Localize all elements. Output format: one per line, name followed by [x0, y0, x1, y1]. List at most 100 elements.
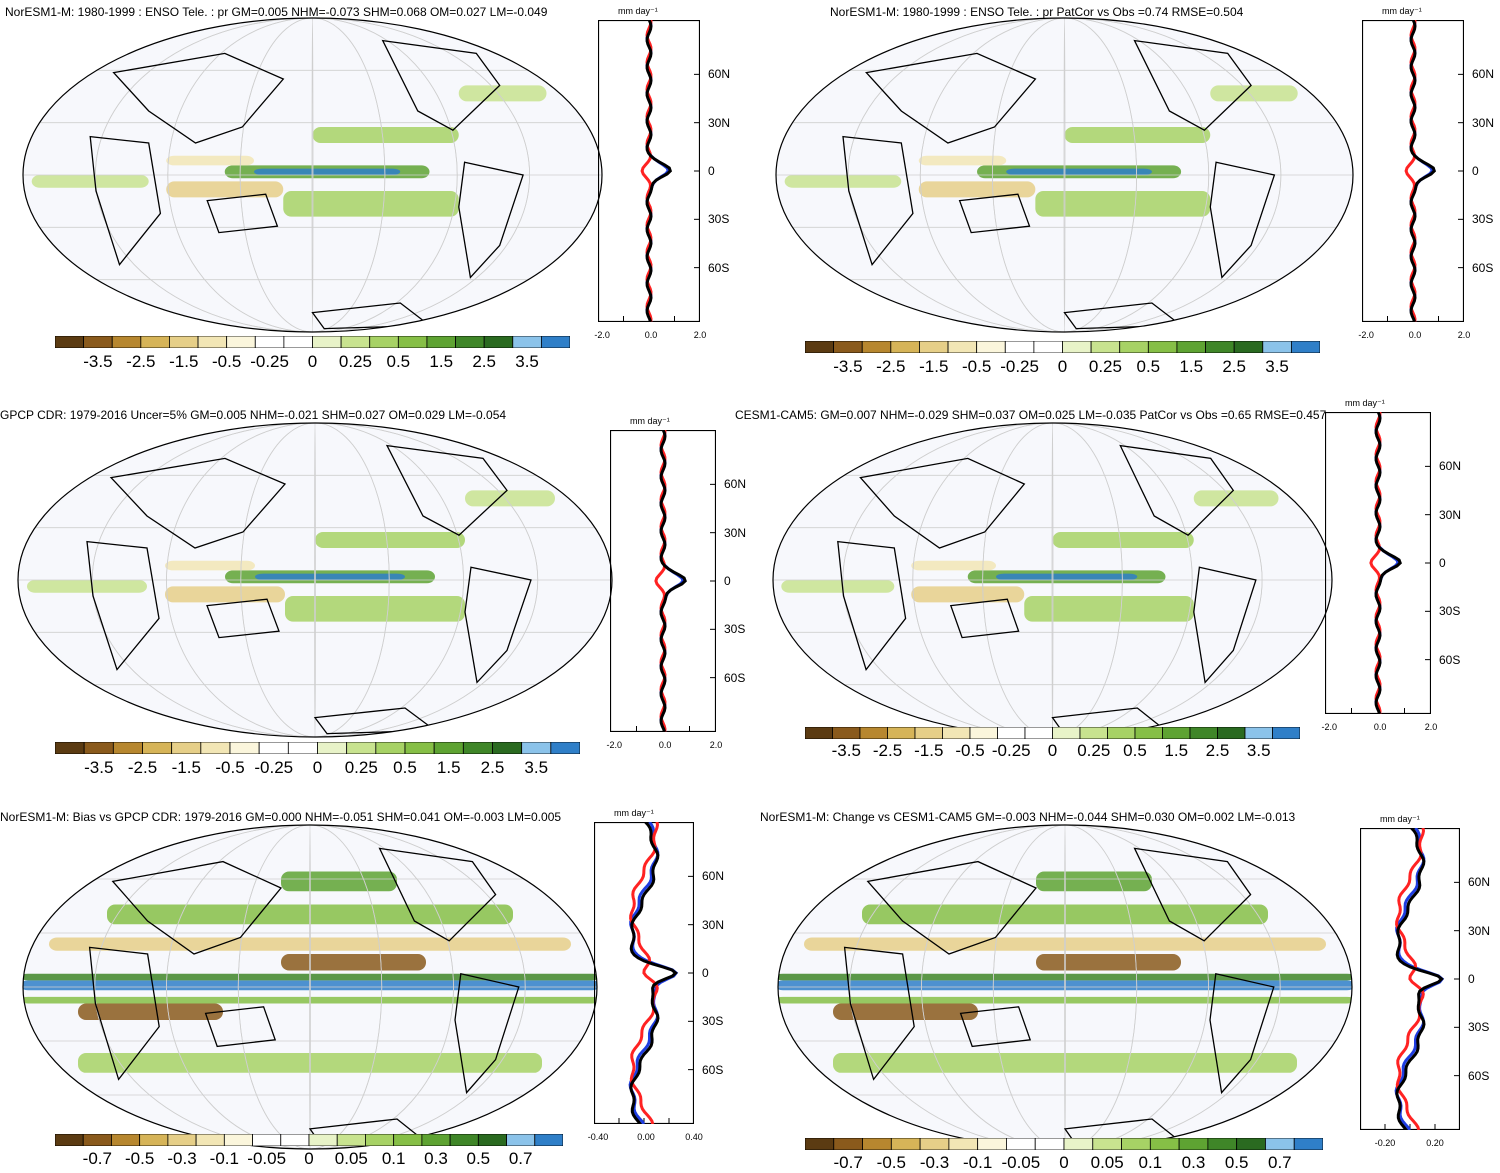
colorbar-label: -0.5 — [955, 741, 985, 760]
precip-band — [107, 904, 513, 925]
profile-line-black — [1374, 412, 1402, 714]
precip-band — [165, 560, 255, 571]
colorbar-swatch — [340, 336, 371, 348]
colorbar-swatch — [1149, 1138, 1180, 1150]
coastline — [204, 1006, 277, 1048]
colorbar-label: -0.1 — [209, 1149, 239, 1168]
colorbar-label: -0.05 — [247, 1149, 287, 1168]
precip-band — [918, 181, 1036, 198]
precip-band — [833, 1053, 1297, 1073]
colorbar-swatch — [859, 727, 888, 739]
colorbar-swatch — [805, 727, 833, 739]
coastline — [866, 860, 1038, 955]
panel-title: CESM1-CAM5: GM=0.007 NHM=-0.029 SHM=0.03… — [735, 408, 1327, 422]
meridian-line — [919, 18, 1210, 332]
panel-title: NorESM1-M: Bias vs GPCP CDR: 1979-2016 G… — [0, 810, 562, 824]
colorbar-label: 1.5 — [436, 758, 461, 777]
profile-unit: mm day⁻¹ — [1345, 398, 1385, 408]
precip-band — [458, 85, 547, 102]
colorbar-swatch — [833, 1138, 863, 1150]
coastline — [111, 860, 283, 955]
colorbar-swatch — [1244, 727, 1273, 739]
profile-line-black — [629, 822, 678, 1124]
coastline — [842, 135, 914, 266]
colorbar-label: 0.5 — [1123, 741, 1147, 760]
colorbar-swatch — [82, 1134, 112, 1146]
colorbar-swatch — [1217, 727, 1246, 739]
colorbar-swatch — [397, 336, 428, 348]
meridian-line — [849, 825, 1281, 1149]
colorbar-label: 3.5 — [524, 758, 549, 777]
coastline — [206, 193, 279, 234]
precip-band — [1024, 596, 1194, 622]
colorbar-swatch — [404, 742, 435, 754]
colorbar-label: 0.3 — [1181, 1153, 1206, 1172]
colorbar-label: 0.1 — [1138, 1153, 1163, 1172]
precip-band — [27, 580, 147, 593]
meridian-line — [166, 825, 454, 1149]
latitude-label: 0 — [1439, 556, 1446, 570]
colorbar-label: 0.3 — [424, 1149, 448, 1168]
precip-band — [254, 168, 401, 175]
colorbar-swatch — [1236, 1138, 1266, 1150]
colorbar-swatch — [1062, 341, 1092, 353]
profile-line-red — [629, 822, 660, 1124]
colorbar-swatch — [997, 727, 1026, 739]
colorbar-swatch — [919, 1138, 950, 1150]
colorbar-swatch — [1079, 727, 1108, 739]
colorbar-label: -2.5 — [126, 352, 156, 371]
zonal-mean-profile — [1325, 412, 1431, 714]
colorbar-swatch — [283, 336, 313, 348]
latitude-label: 0 — [708, 164, 715, 178]
colorbar-swatch — [1006, 1138, 1036, 1150]
colorbar-swatch — [890, 341, 920, 353]
colorbar-swatch — [832, 727, 861, 739]
colorbar-swatch — [1176, 341, 1206, 353]
colorbar-label: -0.5 — [962, 357, 992, 376]
colorbar-swatch — [142, 742, 173, 754]
colorbar-swatch — [226, 336, 256, 348]
colorbar-swatch — [521, 742, 552, 754]
coastline — [958, 193, 1031, 234]
latitude-label: 60S — [708, 260, 730, 275]
profile-line-black — [1409, 20, 1437, 322]
coastline — [458, 161, 524, 279]
latitude-label: 60S — [1472, 260, 1494, 275]
profile-x-label: 0.0 — [1408, 330, 1422, 340]
latitude-label: 60N — [1439, 459, 1462, 474]
colorbar-swatch — [862, 1138, 892, 1150]
colorbar-label: 3.5 — [1246, 741, 1271, 760]
colorbar-swatch — [140, 336, 170, 348]
colorbar-swatch — [1162, 727, 1191, 739]
colorbar-label: 0.5 — [393, 758, 417, 777]
colorbar-labels: -3.5 -2.5 -1.5 -0.5 -0.25 0 0.25 0.5 1.5 2.5 3.5 — [805, 741, 1300, 761]
world-map — [777, 824, 1353, 1150]
latitude-label: 30N — [724, 525, 747, 540]
profile-x-label: 0.40 — [685, 1132, 703, 1142]
panel-title: GPCP CDR: 1979-2016 Uncer=5% GM=0.005 NH… — [0, 408, 507, 422]
colorbar-label: -0.3 — [167, 1149, 197, 1168]
colorbar-label: -2.5 — [872, 741, 903, 760]
coastline — [378, 847, 497, 942]
coastline — [464, 566, 532, 684]
colorbar-label: -0.5 — [212, 352, 242, 371]
precip-band — [784, 175, 902, 188]
profile-x-label: -2.0 — [606, 740, 622, 750]
colorbar-swatch — [1033, 341, 1063, 353]
coastline — [949, 598, 1020, 639]
precip-band — [78, 1003, 223, 1020]
colorbar-swatch — [805, 341, 835, 353]
coastline — [1209, 973, 1275, 1095]
colorbar-labels: -0.7 -0.5 -0.3 -0.1 -0.05 0 0.05 0.1 0.3 0.5 0.7 — [805, 1153, 1323, 1173]
colorbar-label: 0.5 — [386, 352, 411, 371]
colorbar-swatch — [462, 742, 493, 754]
colorbar-swatch — [483, 336, 514, 348]
colorbar-swatch — [977, 1138, 1007, 1150]
zonal-mean-profile — [1360, 828, 1460, 1130]
colorbar-swatch — [1293, 1138, 1323, 1150]
colorbar-swatch — [308, 1134, 338, 1146]
coastline — [1193, 566, 1257, 684]
colorbar-swatch — [1265, 1138, 1295, 1150]
colorbar-swatch — [254, 336, 285, 348]
meridian-line — [94, 18, 531, 332]
